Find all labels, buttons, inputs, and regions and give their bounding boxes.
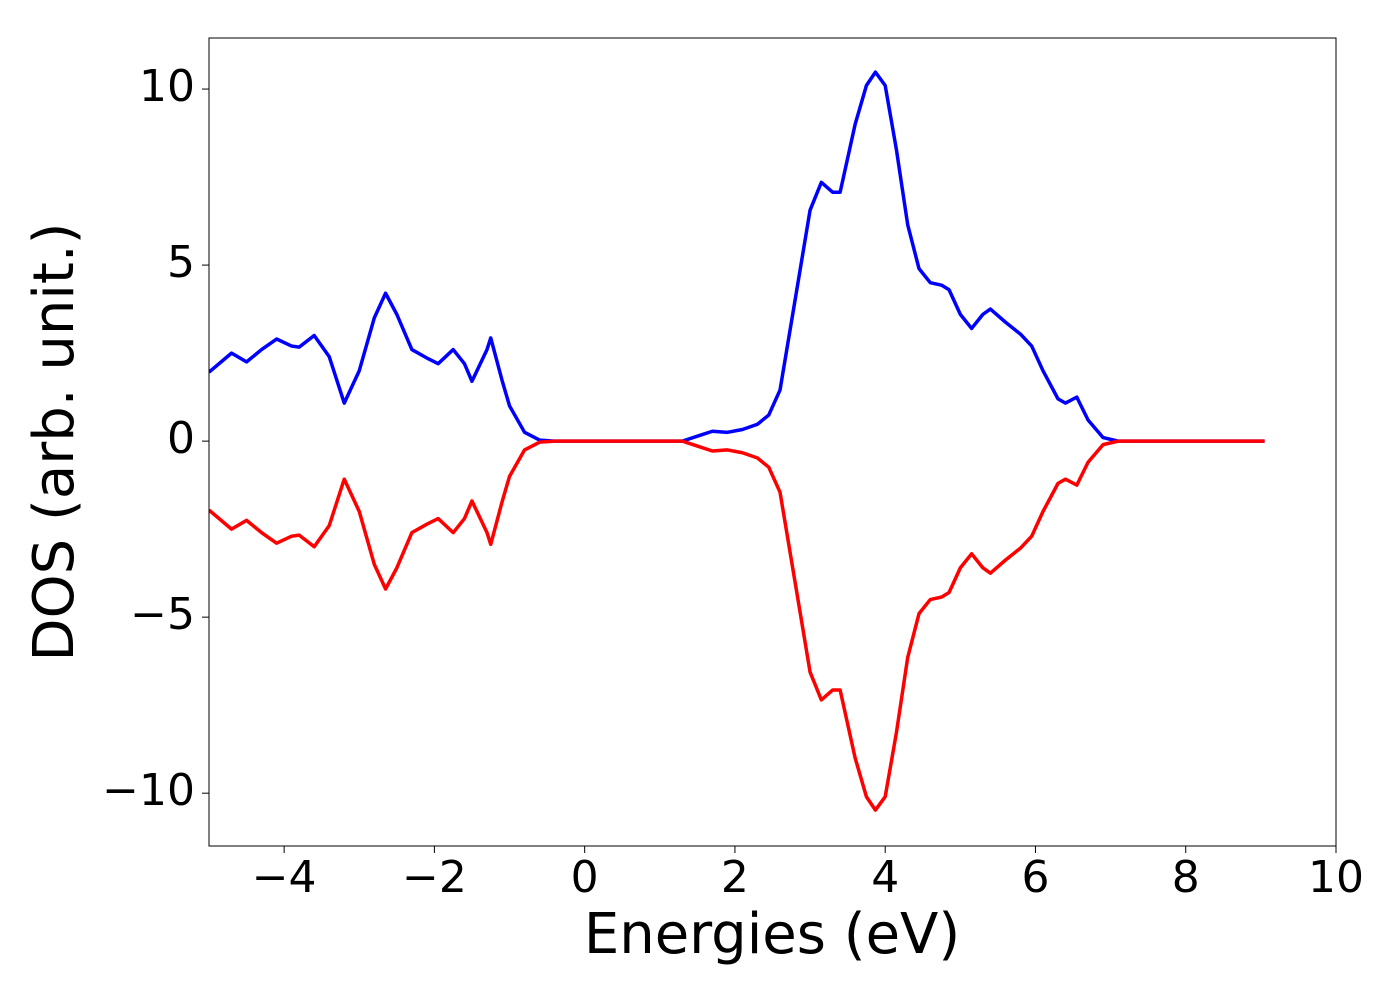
y-tick-label: −5 [130,589,195,640]
plot-frame [208,37,1337,847]
x-tick-label: 8 [1172,852,1200,903]
x-tick-label: 6 [1021,852,1049,903]
x-tick-label: 0 [571,852,599,903]
x-tick-label: 4 [871,852,899,903]
x-tick-label: −2 [402,852,467,903]
line-series [209,70,1265,443]
y-tick-label: 0 [167,413,195,464]
x-tick-label: 2 [721,852,749,903]
y-tick-label: −10 [102,765,195,816]
x-axis-label: Energies (eV) [584,902,960,967]
y-tick-label: 5 [167,237,195,288]
line-series [209,439,1265,812]
y-axis-label: DOS (arb. unit.) [22,222,87,661]
x-tick-label: 10 [1308,852,1364,903]
y-tick-label: 10 [139,61,195,112]
x-tick-label: −4 [252,852,317,903]
